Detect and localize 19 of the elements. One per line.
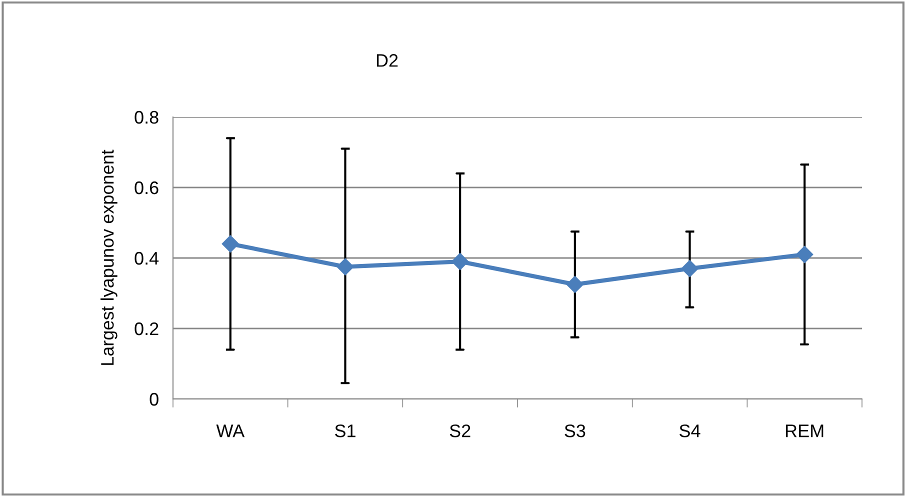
point [681,260,698,278]
x-tick-label: REM [786,424,824,438]
x-tick-label: S2 [450,424,470,438]
point [796,246,814,264]
y-tick-label: 0.2 [134,322,158,336]
y-axis-title: Largest lyapunov exponent [100,150,118,365]
y-tick-label: 0.8 [134,110,158,124]
x-tick-label: S4 [680,424,700,438]
x-tick-label: S3 [564,424,586,438]
point [222,235,239,252]
y-tick-label: 0.6 [134,181,158,194]
x-tick-label: WA [216,424,245,438]
y-tick-label: 0 [150,392,158,406]
point [452,252,469,270]
x-tick-label: S1 [335,424,356,438]
point [566,276,584,293]
point [336,258,354,276]
y-tick-label: 0.4 [134,252,159,265]
chart-title: D2 [376,54,398,67]
